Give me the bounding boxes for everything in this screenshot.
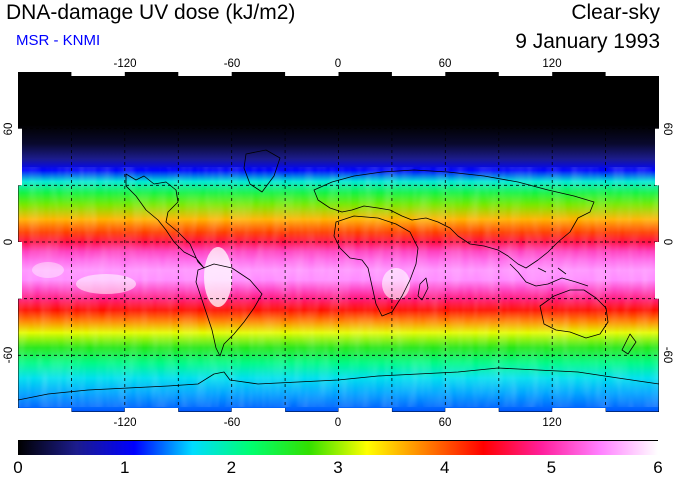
uv-dose-map bbox=[18, 72, 659, 412]
bottom-longitude-tick: 60 bbox=[438, 417, 452, 429]
map-frame bbox=[18, 72, 659, 412]
colorbar-label: 2 bbox=[226, 458, 237, 477]
top-longitude-tick: 0 bbox=[334, 58, 342, 70]
colorbar-label: 4 bbox=[439, 458, 450, 477]
left-latitude-tick: 0 bbox=[3, 238, 15, 246]
coastline-madagascar bbox=[417, 277, 429, 301]
colorbar-label: 6 bbox=[653, 458, 663, 477]
colorbar bbox=[18, 440, 658, 455]
colorbar-label: 1 bbox=[119, 458, 130, 477]
right-latitude-tick: 0 bbox=[661, 238, 673, 246]
left-latitude-tick: -60 bbox=[3, 346, 15, 364]
coastline-australia bbox=[539, 289, 609, 339]
map-title: DNA-damage UV dose (kJ/m2) bbox=[6, 1, 296, 24]
top-longitude-tick: 60 bbox=[438, 58, 452, 70]
bottom-longitude-tick: 0 bbox=[334, 417, 342, 429]
coastline-maritime-continent bbox=[509, 263, 589, 287]
uv-hotspot bbox=[76, 274, 136, 294]
left-latitude-tick: 60 bbox=[3, 122, 15, 136]
coastline-north-america bbox=[125, 173, 205, 269]
coastline-south-america bbox=[195, 263, 263, 357]
uv-hotspot bbox=[32, 262, 64, 278]
top-longitude-tick: 120 bbox=[542, 58, 562, 70]
source-label: MSR - KNMI bbox=[16, 32, 101, 49]
coastline-eurasia bbox=[313, 169, 595, 269]
bottom-longitude-tick: -120 bbox=[113, 417, 137, 429]
colorbar-label: 0 bbox=[13, 458, 23, 477]
coastline-greenland bbox=[243, 149, 281, 193]
bottom-longitude-tick: -60 bbox=[223, 417, 241, 429]
coastline-new-zealand bbox=[621, 333, 637, 355]
bottom-longitude-tick: 120 bbox=[542, 417, 562, 429]
date-label: 9 January 1993 bbox=[515, 30, 660, 53]
top-longitude-tick: -120 bbox=[113, 58, 137, 70]
colorbar-label: 3 bbox=[333, 458, 343, 477]
right-latitude-tick: 60 bbox=[661, 122, 673, 136]
uv-hotspot bbox=[204, 247, 232, 307]
uv-hotspot bbox=[382, 268, 410, 300]
right-latitude-tick: -60 bbox=[661, 346, 673, 364]
coastline-antarctica bbox=[18, 367, 659, 401]
sky-condition-label: Clear-sky bbox=[571, 1, 660, 24]
top-longitude-tick: -60 bbox=[223, 58, 241, 70]
colorbar-label: 5 bbox=[546, 458, 557, 477]
